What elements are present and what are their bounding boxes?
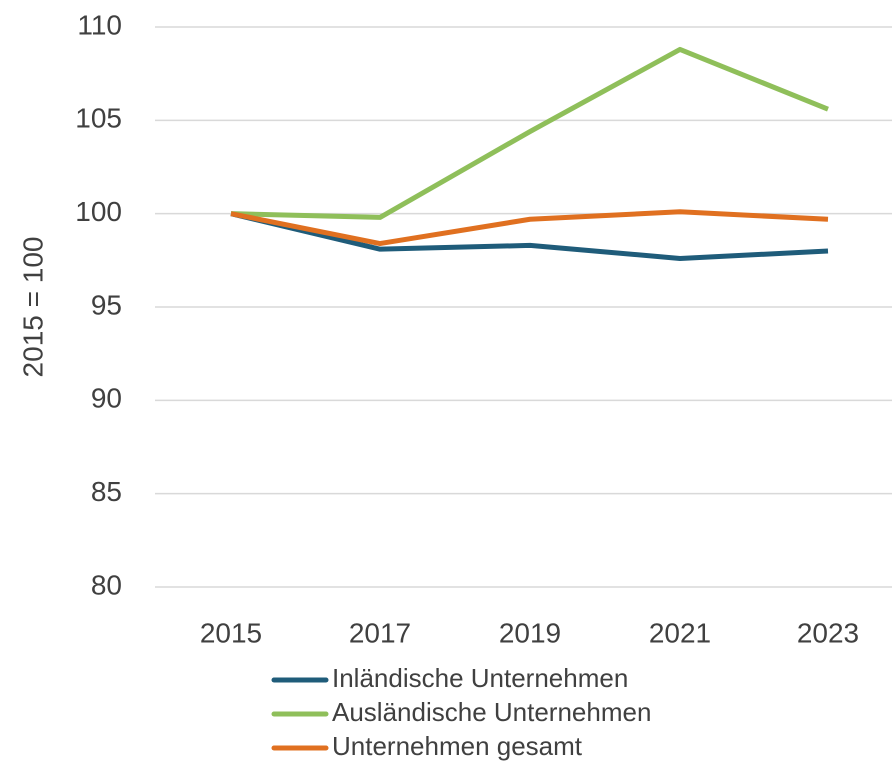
x-tick-label: 2019 (499, 617, 561, 648)
series-line (230, 46, 829, 220)
series-line (230, 211, 829, 261)
legend-label: Ausländische Unternehmen (332, 697, 651, 727)
y-tick-label: 80 (91, 569, 122, 600)
y-axis-title: 2015 = 100 (17, 237, 48, 378)
x-tick-label: 2017 (349, 617, 411, 648)
x-tick-label: 2023 (797, 617, 859, 648)
x-tick-label: 2015 (200, 617, 262, 648)
legend-label: Inländische Unternehmen (332, 663, 628, 693)
y-tick-label: 90 (91, 383, 122, 414)
legend-label: Unternehmen gesamt (332, 731, 583, 761)
y-tick-label: 100 (75, 196, 122, 227)
y-tick-label: 95 (91, 289, 122, 320)
x-tick-label: 2021 (649, 617, 711, 648)
y-tick-label: 110 (77, 9, 122, 40)
series-line (230, 209, 829, 247)
y-tick-label: 85 (91, 476, 122, 507)
y-tick-label: 105 (75, 103, 122, 134)
